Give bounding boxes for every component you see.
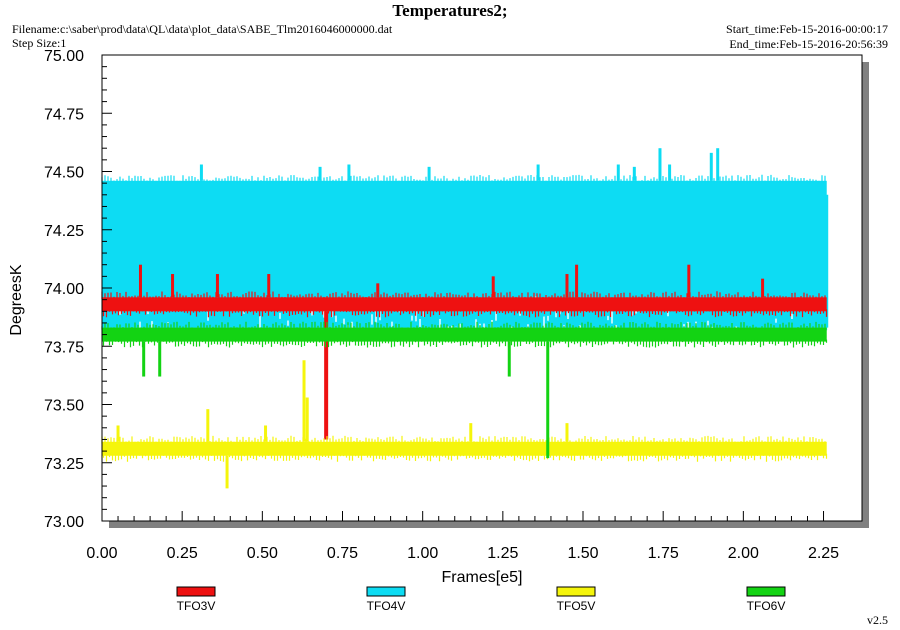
step-size-label: Step Size:1 (12, 36, 67, 50)
series-tfo6v (101, 321, 828, 459)
legend-label: TFO5V (557, 599, 596, 613)
y-tick-label: 73.75 (44, 339, 84, 356)
legend-swatch (746, 586, 786, 597)
legend-swatch (366, 586, 406, 597)
series-layer (101, 148, 829, 489)
series-band-tfo6v (102, 327, 827, 342)
legend-item-tfo5v: TFO5V (556, 586, 596, 613)
version-label: v2.5 (867, 613, 888, 627)
plot-border (101, 54, 863, 522)
x-tick-label: 0.75 (327, 545, 358, 562)
legend-swatch (176, 586, 216, 597)
y-tick-label: 73.25 (44, 456, 84, 473)
y-tick-label: 74.00 (44, 281, 84, 298)
series-tfo5v (101, 360, 828, 489)
start-time-label: Start_time:Feb-15-2016-00:00:17 (726, 22, 888, 36)
x-tick-label: 1.50 (567, 545, 598, 562)
series-tfo3v (101, 264, 828, 440)
x-tick-label: 1.00 (407, 545, 438, 562)
series-band-tfo5v (102, 441, 827, 456)
y-tick-label: 73.50 (44, 398, 84, 415)
legend-label: TFO3V (177, 599, 216, 613)
legend-label: TFO6V (747, 599, 786, 613)
x-tick-label: 2.00 (728, 545, 759, 562)
y-tick-label: 73.00 (44, 514, 84, 531)
y-tick-label: 74.50 (44, 165, 84, 182)
x-axis-label: Frames[e5] (442, 569, 523, 586)
y-tick-label: 74.25 (44, 223, 84, 240)
x-tick-label: 0.00 (86, 545, 117, 562)
legend-swatch (556, 586, 596, 597)
filename-label: Filename:c:\saber\prod\data\QL\data\plot… (12, 22, 393, 36)
x-tick-label: 1.25 (487, 545, 518, 562)
end-time-label: End_time:Feb-15-2016-20:56:39 (729, 37, 888, 51)
legend-item-tfo4v: TFO4V (366, 586, 406, 613)
x-tick-label: 2.25 (808, 545, 839, 562)
y-tick-label: 75.00 (44, 48, 84, 65)
x-tick-label: 1.75 (648, 545, 679, 562)
y-tick-label: 74.75 (44, 106, 84, 123)
legend-item-tfo3v: TFO3V (176, 586, 216, 613)
legend: TFO3V TFO4V TFO5V TFO6V (176, 586, 786, 613)
series-band-tfo3v (102, 297, 827, 312)
x-tick-label: 0.25 (167, 545, 198, 562)
chart-title: Temperatures2; (392, 1, 508, 20)
x-tick-label: 0.50 (247, 545, 278, 562)
y-axis-label: DegreesK (8, 264, 25, 335)
legend-label: TFO4V (367, 599, 406, 613)
legend-item-tfo6v: TFO6V (746, 586, 786, 613)
